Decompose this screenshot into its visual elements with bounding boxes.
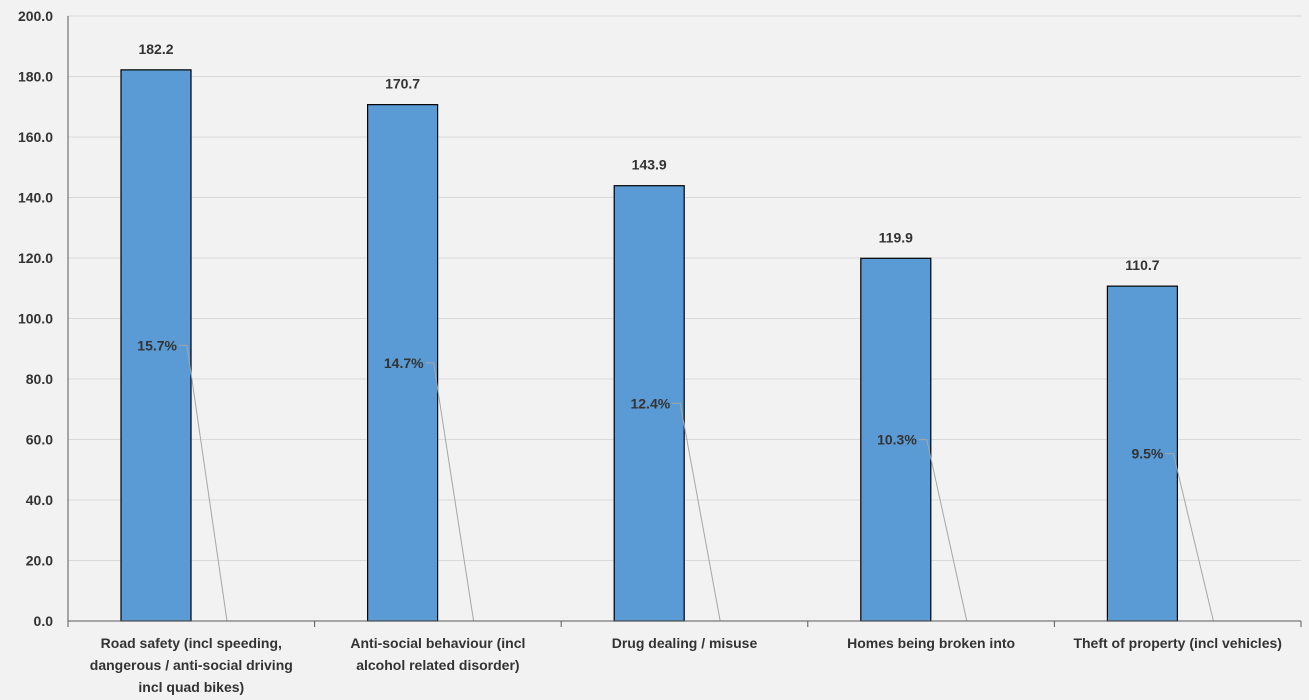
y-tick-label: 80.0 bbox=[26, 371, 53, 387]
category-label-line: Road safety (incl speeding, bbox=[101, 635, 282, 651]
leader-line bbox=[1165, 453, 1214, 622]
category-label-line: Homes being broken into bbox=[847, 635, 1015, 651]
leader-line bbox=[425, 362, 475, 622]
percent-label: 14.7% bbox=[384, 355, 424, 371]
category-label-line: incl quad bikes) bbox=[138, 679, 244, 695]
leader-line bbox=[918, 439, 968, 622]
y-tick-label: 200.0 bbox=[18, 8, 53, 24]
y-tick-label: 120.0 bbox=[18, 250, 53, 266]
percent-label: 10.3% bbox=[877, 432, 917, 448]
y-tick-label: 0.0 bbox=[34, 613, 54, 629]
y-tick-label: 160.0 bbox=[18, 129, 53, 145]
category-label-line: Drug dealing / misuse bbox=[612, 635, 758, 651]
category-label-line: alcohol related disorder) bbox=[356, 657, 519, 673]
leader-line bbox=[179, 344, 228, 622]
category-label-line: Theft of property (incl vehicles) bbox=[1073, 635, 1281, 651]
category-label: Homes being broken into bbox=[847, 635, 1015, 651]
y-tick-label: 140.0 bbox=[18, 190, 53, 206]
category-label: Theft of property (incl vehicles) bbox=[1073, 635, 1281, 651]
data-label: 182.2 bbox=[138, 41, 173, 57]
category-label-line: Anti-social behaviour (incl bbox=[350, 635, 525, 651]
y-tick-label: 180.0 bbox=[18, 69, 53, 85]
data-label: 119.9 bbox=[879, 229, 913, 245]
data-label: 110.7 bbox=[1125, 257, 1159, 273]
percent-label: 15.7% bbox=[137, 337, 177, 353]
data-label: 170.7 bbox=[385, 76, 420, 92]
percent-label: 12.4% bbox=[630, 395, 670, 411]
y-tick-label: 40.0 bbox=[26, 492, 53, 508]
y-tick-label: 100.0 bbox=[18, 311, 53, 327]
leader-line bbox=[672, 402, 721, 622]
category-label: Drug dealing / misuse bbox=[612, 635, 758, 651]
data-label: 143.9 bbox=[632, 157, 667, 173]
y-tick-label: 20.0 bbox=[26, 553, 53, 569]
percent-label: 9.5% bbox=[1131, 446, 1163, 462]
category-label-line: dangerous / anti-social driving bbox=[90, 657, 293, 673]
category-label: Road safety (incl speeding, dangerous / a… bbox=[90, 635, 293, 695]
y-tick-label: 60.0 bbox=[26, 432, 53, 448]
category-label: Anti-social behaviour (incl alcohol relat… bbox=[350, 635, 525, 673]
